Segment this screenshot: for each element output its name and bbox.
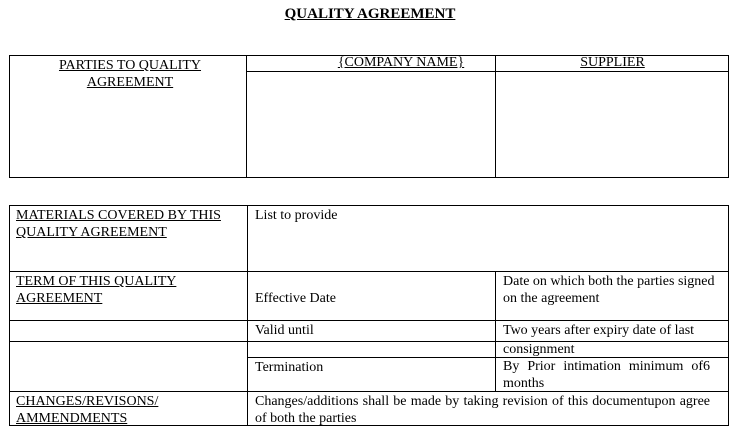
valid-until-value: Two years after expiry date of last [503,323,695,338]
materials-value: List to provide [255,208,338,223]
divider [495,271,496,391]
changes-value: Changes/additions shall be made by takin… [255,394,710,426]
changes-label: CHANGES/REVISONS/ AMMENDMENTS [16,394,159,426]
materials-label: MATERIALS COVERED BY THIS QUALITY AGREEM… [16,208,221,240]
divider [9,341,729,342]
divider [9,320,729,321]
supplier-header: SUPPLIER [580,55,645,70]
divider [495,55,496,178]
parties-label: PARTIES TO QUALITY AGREEMENT [58,58,202,90]
termination-value: By Prior intimation minimum of6 months [503,359,710,391]
effective-date-label: Effective Date [255,291,336,306]
divider [247,205,248,426]
terms-table-border [9,205,729,426]
valid-until-label: Valid until [255,323,314,338]
effective-date-value: Date on which both the parties signed on… [503,274,715,306]
divider [9,271,729,272]
valid-until-value-continued: consignment [503,342,575,357]
divider [247,357,729,358]
parties-table-border [9,55,729,178]
termination-label: Termination [255,360,324,375]
term-label: TERM OF THIS QUALITY AGREEMENT [16,274,177,306]
document-title: QUALITY AGREEMENT [284,6,456,22]
divider [9,391,729,392]
divider [246,55,247,178]
company-name-header: {COMPANY NAME} [337,55,465,70]
divider [246,71,728,72]
